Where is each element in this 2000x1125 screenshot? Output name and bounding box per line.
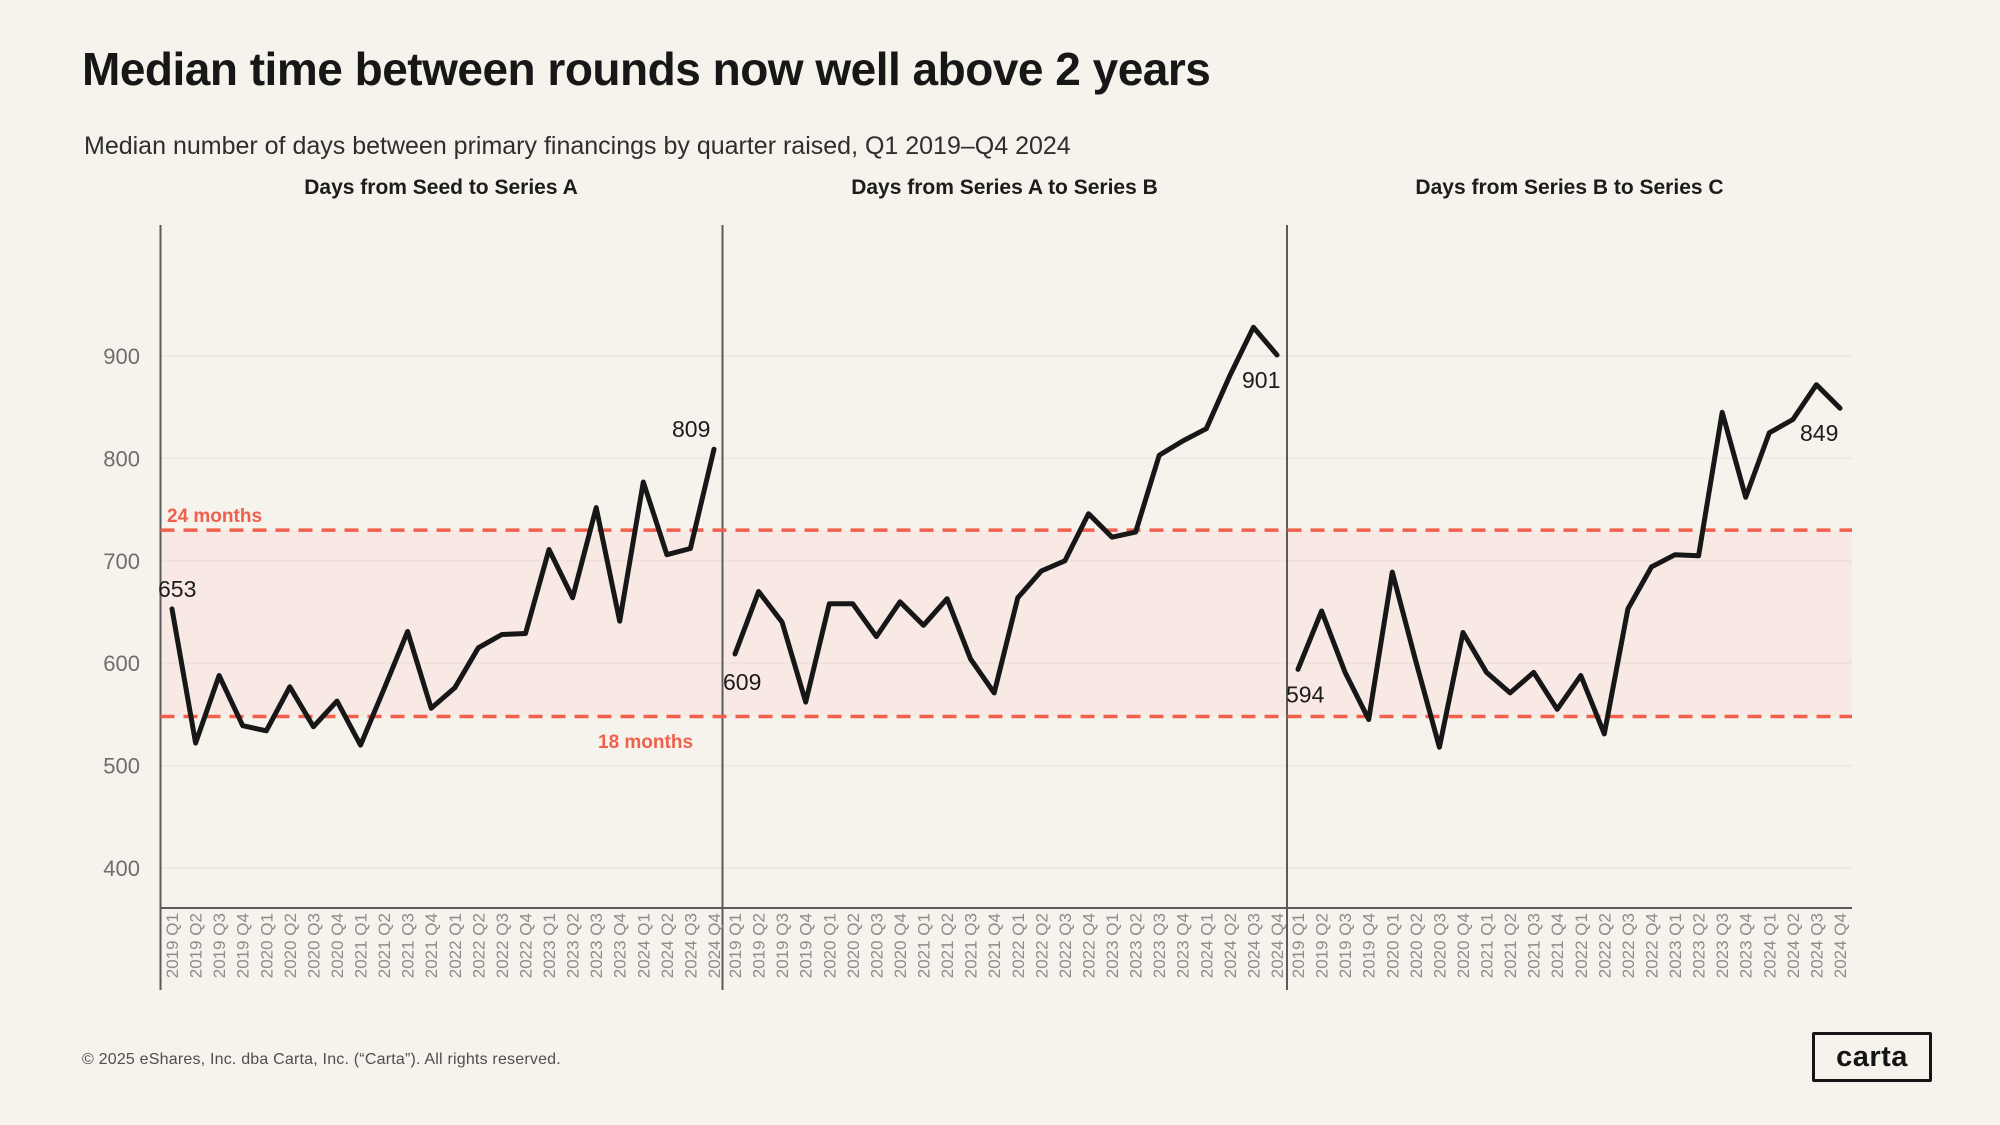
panel-title: Days from Seed to Series A <box>304 176 578 199</box>
x-axis-tick-label: 2021 Q3 <box>1525 913 1544 978</box>
page-title: Median time between rounds now well abov… <box>82 43 1211 95</box>
x-axis-tick-label: 2020 Q4 <box>328 913 347 978</box>
x-axis-tick-label: 2023 Q4 <box>611 913 630 978</box>
x-axis-tick-label: 2023 Q3 <box>1713 913 1732 978</box>
x-axis-tick-label: 2023 Q1 <box>1666 913 1685 978</box>
x-axis-tick-label: 2019 Q1 <box>1289 913 1308 978</box>
x-axis-tick-label: 2024 Q4 <box>1831 913 1850 978</box>
x-axis-tick-label: 2024 Q2 <box>1221 913 1240 978</box>
x-axis-tick-label: 2023 Q4 <box>1174 913 1193 978</box>
x-axis-tick-label: 2019 Q2 <box>187 913 206 978</box>
x-axis-tick-label: 2024 Q3 <box>681 913 700 978</box>
x-axis-tick-label: 2021 Q4 <box>985 913 1004 978</box>
x-axis-tick-label: 2024 Q2 <box>658 913 677 978</box>
carta-logo: carta <box>1812 1032 1932 1082</box>
x-axis-tick-label: 2021 Q1 <box>1478 913 1497 978</box>
x-axis-tick-label: 2024 Q3 <box>1244 913 1263 978</box>
first-value-label: 594 <box>1286 681 1325 707</box>
x-axis-tick-label: 2022 Q4 <box>516 913 535 978</box>
y-axis-tick-label: 500 <box>103 754 140 779</box>
x-axis-tick-label: 2019 Q3 <box>773 913 792 978</box>
x-axis-tick-label: 2021 Q2 <box>1501 913 1520 978</box>
x-axis-tick-label: 2022 Q1 <box>1572 913 1591 978</box>
x-axis-tick-label: 2022 Q4 <box>1079 913 1098 978</box>
x-axis-tick-label: 2023 Q2 <box>1690 913 1709 978</box>
x-axis-tick-label: 2024 Q1 <box>634 913 653 978</box>
x-axis-tick-label: 2022 Q2 <box>1595 913 1614 978</box>
y-axis-tick-label: 400 <box>103 856 140 881</box>
x-axis-tick-label: 2020 Q3 <box>304 913 323 978</box>
x-axis-tick-label: 2024 Q1 <box>1197 913 1216 978</box>
x-axis-tick-label: 2022 Q1 <box>1009 913 1028 978</box>
x-axis-tick-label: 2020 Q1 <box>820 913 839 978</box>
panel-title: Days from Series B to Series C <box>1415 176 1723 199</box>
x-axis-tick-label: 2023 Q3 <box>587 913 606 978</box>
x-axis-tick-label: 2023 Q2 <box>564 913 583 978</box>
page-subtitle: Median number of days between primary fi… <box>84 132 1071 160</box>
x-axis-tick-label: 2023 Q4 <box>1737 913 1756 978</box>
series-line <box>1295 382 1843 750</box>
x-axis-tick-label: 2022 Q3 <box>1619 913 1638 978</box>
reference-label-24-months: 24 months <box>167 506 262 527</box>
panel-title: Days from Series A to Series B <box>851 176 1158 199</box>
x-axis-tick-label: 2019 Q4 <box>797 913 816 978</box>
x-axis-tick-label: 2020 Q1 <box>257 913 276 978</box>
x-axis-tick-label: 2024 Q1 <box>1760 913 1779 978</box>
x-axis-tick-label: 2021 Q3 <box>399 913 418 978</box>
x-axis-tick-label: 2021 Q1 <box>915 913 934 978</box>
x-axis-tick-label: 2022 Q3 <box>1056 913 1075 978</box>
reference-label-18-months: 18 months <box>598 732 693 753</box>
x-axis-tick-label: 2021 Q1 <box>352 913 371 978</box>
x-axis-tick-label: 2019 Q2 <box>1313 913 1332 978</box>
x-axis-tick-label: 2019 Q4 <box>1360 913 1379 978</box>
series-line <box>732 324 1280 705</box>
reference-band <box>160 530 1852 717</box>
x-axis-tick-label: 2021 Q2 <box>938 913 957 978</box>
last-value-label: 849 <box>1800 420 1838 446</box>
x-axis-tick-label: 2020 Q2 <box>281 913 300 978</box>
x-axis-tick-label: 2023 Q1 <box>1103 913 1122 978</box>
x-axis-tick-label: 2022 Q1 <box>446 913 465 978</box>
x-axis-tick-label: 2021 Q2 <box>375 913 394 978</box>
x-axis-tick-label: 2022 Q4 <box>1642 913 1661 978</box>
y-axis-tick-label: 800 <box>103 446 140 471</box>
x-axis-tick-label: 2020 Q4 <box>1454 913 1473 978</box>
x-axis-tick-label: 2022 Q2 <box>469 913 488 978</box>
y-axis-tick-label: 900 <box>103 344 140 369</box>
x-axis-tick-label: 2020 Q2 <box>844 913 863 978</box>
x-axis-tick-label: 2024 Q4 <box>705 913 724 978</box>
x-axis-tick-label: 2021 Q3 <box>962 913 981 978</box>
x-axis-tick-label: 2023 Q3 <box>1150 913 1169 978</box>
first-value-label: 609 <box>723 669 761 695</box>
x-axis-tick-label: 2024 Q4 <box>1268 913 1287 978</box>
x-axis-tick-label: 2019 Q3 <box>1336 913 1355 978</box>
last-value-label: 901 <box>1242 367 1280 393</box>
x-axis-tick-label: 2019 Q4 <box>234 913 253 978</box>
copyright-text: © 2025 eShares, Inc. dba Carta, Inc. (“C… <box>82 1051 561 1068</box>
x-axis-tick-label: 2022 Q2 <box>1032 913 1051 978</box>
y-axis-tick-label: 700 <box>103 549 140 574</box>
x-axis-tick-label: 2019 Q2 <box>750 913 769 978</box>
y-axis-tick-label: 600 <box>103 651 140 676</box>
x-axis-tick-label: 2019 Q1 <box>726 913 745 978</box>
x-axis-tick-label: 2021 Q4 <box>1548 913 1567 978</box>
x-axis-tick-label: 2024 Q2 <box>1784 913 1803 978</box>
x-axis-tick-label: 2020 Q1 <box>1383 913 1402 978</box>
x-axis-tick-label: 2024 Q3 <box>1807 913 1826 978</box>
x-axis-tick-label: 2023 Q2 <box>1127 913 1146 978</box>
x-axis-tick-label: 2022 Q3 <box>493 913 512 978</box>
x-axis-tick-label: 2021 Q4 <box>422 913 441 978</box>
last-value-label: 809 <box>672 416 710 442</box>
x-axis-tick-label: 2020 Q3 <box>1430 913 1449 978</box>
x-axis-tick-label: 2023 Q1 <box>540 913 559 978</box>
x-axis-tick-label: 2020 Q4 <box>891 913 910 978</box>
x-axis-tick-label: 2019 Q3 <box>210 913 229 978</box>
x-axis-tick-label: 2020 Q2 <box>1407 913 1426 978</box>
first-value-label: 653 <box>158 576 196 602</box>
x-axis-tick-label: 2020 Q3 <box>867 913 886 978</box>
series-line <box>169 446 717 748</box>
x-axis-tick-label: 2019 Q1 <box>163 913 182 978</box>
